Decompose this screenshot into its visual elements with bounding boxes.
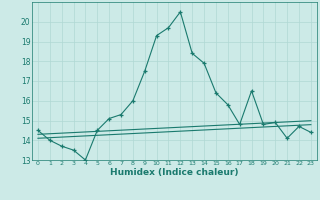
X-axis label: Humidex (Indice chaleur): Humidex (Indice chaleur): [110, 168, 239, 177]
